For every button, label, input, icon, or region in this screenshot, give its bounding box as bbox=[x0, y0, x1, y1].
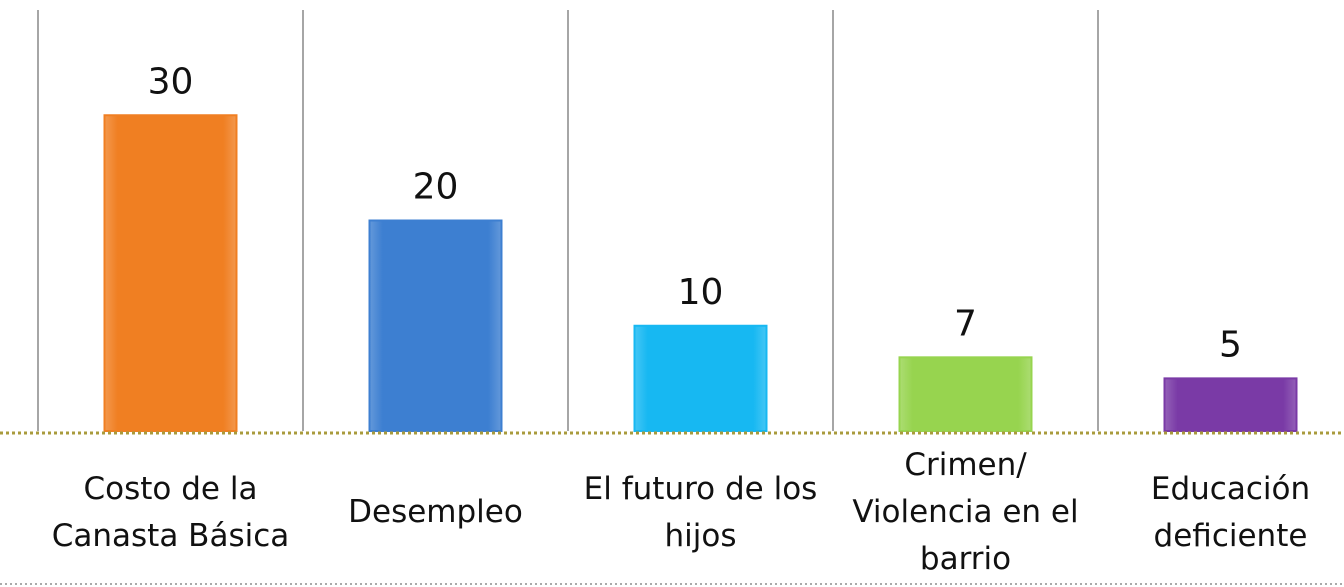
bar bbox=[898, 356, 1033, 433]
value-label: 30 bbox=[148, 61, 194, 102]
bar bbox=[368, 219, 503, 432]
bar bbox=[633, 324, 768, 432]
bar bbox=[1163, 377, 1298, 432]
bar bbox=[103, 114, 238, 432]
value-label: 20 bbox=[413, 167, 459, 208]
x-tick-label: Costo de la Canasta Básica bbox=[51, 470, 290, 554]
x-tick-label: Educación deficiente bbox=[1150, 470, 1311, 554]
x-tick-label: Crimen/ Violencia en el barrio bbox=[852, 447, 1079, 577]
x-tick-label: Desempleo bbox=[348, 494, 523, 530]
value-label: 7 bbox=[954, 303, 977, 344]
value-label: 10 bbox=[678, 272, 724, 313]
x-tick-label: El futuro de los hijos bbox=[583, 470, 818, 554]
value-label: 5 bbox=[1219, 324, 1242, 365]
